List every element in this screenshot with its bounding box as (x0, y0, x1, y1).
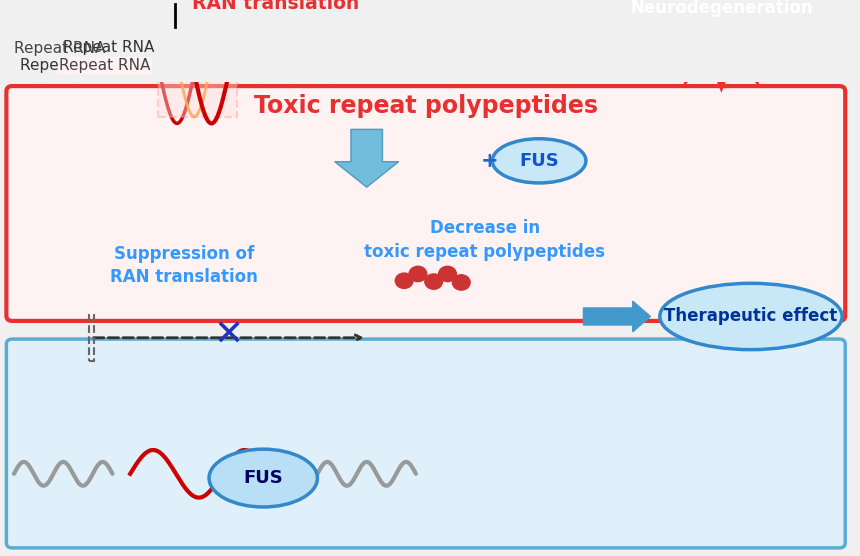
Text: ✕: ✕ (213, 318, 244, 352)
Text: FUS: FUS (519, 152, 559, 170)
Text: Repeat RNA: Repeat RNA (14, 41, 105, 56)
Text: Neurodegeneration: Neurodegeneration (630, 0, 813, 17)
Text: +: + (481, 151, 499, 171)
Text: Repeat RNA: Repeat RNA (59, 58, 150, 73)
Circle shape (402, 0, 422, 14)
Ellipse shape (209, 449, 317, 507)
Ellipse shape (660, 284, 842, 350)
Text: RAN translation: RAN translation (193, 0, 359, 13)
Circle shape (457, 11, 476, 28)
Circle shape (439, 266, 457, 281)
FancyArrow shape (564, 0, 637, 24)
Circle shape (391, 9, 411, 27)
Text: Repeat RNA: Repeat RNA (20, 58, 111, 73)
Circle shape (483, 0, 502, 7)
Circle shape (409, 266, 427, 281)
Circle shape (440, 19, 460, 36)
Ellipse shape (492, 138, 586, 183)
Text: Therapeutic effect: Therapeutic effect (664, 307, 838, 325)
Text: Decrease in
toxic repeat polypeptides: Decrease in toxic repeat polypeptides (365, 219, 605, 261)
Circle shape (408, 17, 427, 34)
Circle shape (452, 275, 470, 290)
FancyArrow shape (583, 301, 650, 332)
Text: Repeat RNA: Repeat RNA (64, 40, 155, 55)
Polygon shape (623, 0, 820, 93)
Circle shape (396, 273, 413, 289)
Circle shape (471, 19, 491, 37)
FancyBboxPatch shape (157, 27, 236, 117)
Circle shape (467, 0, 487, 14)
Circle shape (369, 0, 389, 12)
FancyBboxPatch shape (6, 339, 845, 548)
Circle shape (436, 0, 455, 14)
Circle shape (425, 274, 443, 289)
Circle shape (385, 0, 405, 6)
Circle shape (418, 0, 438, 5)
Text: Suppression of
RAN translation: Suppression of RAN translation (110, 245, 258, 286)
Circle shape (425, 9, 445, 27)
FancyArrow shape (335, 130, 399, 187)
Circle shape (375, 16, 394, 33)
FancyBboxPatch shape (6, 86, 845, 321)
Text: FUS: FUS (243, 469, 283, 487)
Circle shape (452, 0, 471, 6)
Text: Toxic repeat polypeptides: Toxic repeat polypeptides (254, 93, 598, 117)
